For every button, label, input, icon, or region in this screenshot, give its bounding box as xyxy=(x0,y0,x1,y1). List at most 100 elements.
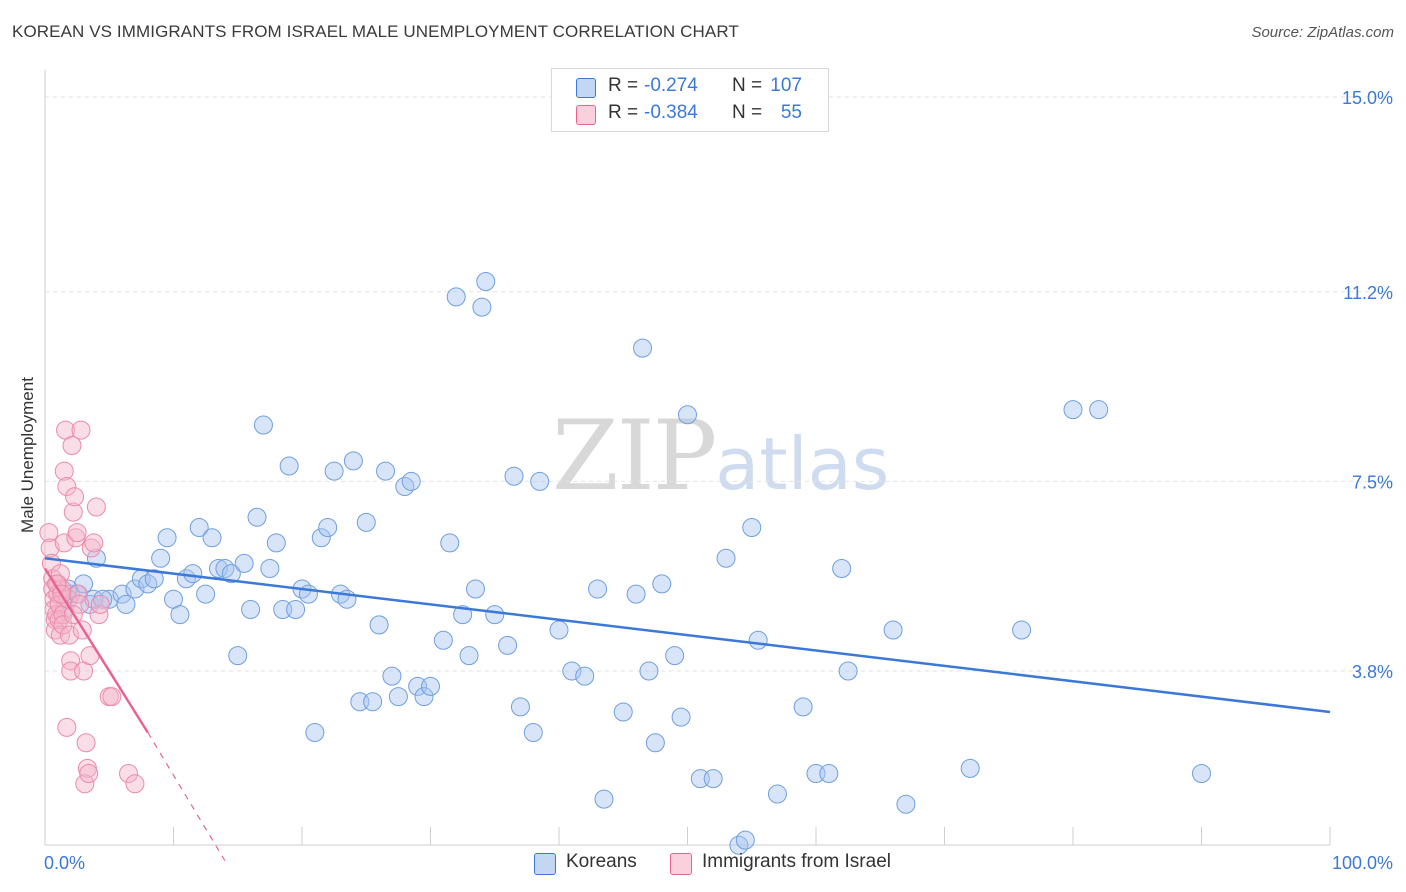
x-tick-label: 100.0% xyxy=(1332,853,1393,873)
koreans-point xyxy=(523,723,543,742)
koreans-point xyxy=(588,579,608,599)
koreans-point xyxy=(253,415,273,435)
koreans-point xyxy=(376,461,396,481)
koreans-point xyxy=(401,471,421,491)
israel-point xyxy=(70,594,90,614)
koreans-point xyxy=(202,528,222,548)
y-tick-label: 11.2% xyxy=(1343,283,1393,303)
koreans-point xyxy=(208,559,228,578)
koreans-point xyxy=(459,646,479,666)
israel-point xyxy=(71,420,91,440)
koreans-point xyxy=(896,794,916,814)
israel-point xyxy=(50,564,70,584)
koreans-point xyxy=(678,405,697,425)
koreans-point xyxy=(819,764,839,783)
legend-n-value: 55 xyxy=(780,102,802,123)
legend-swatch-israel xyxy=(576,105,596,125)
israel-trendline xyxy=(43,567,149,734)
koreans-point xyxy=(504,466,524,486)
koreans-point xyxy=(234,553,254,573)
legend-r-value: -0.384 xyxy=(644,102,698,123)
legend-r-label: R = xyxy=(608,75,639,96)
israel-point xyxy=(75,774,95,794)
koreans-trendline xyxy=(44,557,1331,714)
koreans-point xyxy=(446,287,466,307)
israel-point xyxy=(90,594,110,614)
koreans-point xyxy=(960,758,980,778)
israel-point xyxy=(119,764,139,783)
koreans-point xyxy=(311,528,331,548)
koreans-point xyxy=(742,518,762,537)
israel-point xyxy=(125,774,145,794)
koreans-point xyxy=(748,630,768,650)
bottom-legend-swatch-israel xyxy=(670,853,692,875)
israel-point xyxy=(81,538,101,558)
bottom-legend-swatch-koreans xyxy=(534,853,556,875)
legend-r-label: R = xyxy=(608,102,639,123)
koreans-point xyxy=(144,569,164,589)
koreans-point xyxy=(594,789,614,809)
israel-point xyxy=(53,615,73,635)
koreans-point xyxy=(228,646,248,666)
koreans-point xyxy=(369,615,389,635)
koreans-point xyxy=(266,533,286,553)
israel-point xyxy=(57,717,77,737)
israel-point xyxy=(102,687,122,707)
koreans-point xyxy=(221,564,241,584)
koreans-point xyxy=(453,605,473,625)
israel-point xyxy=(39,523,59,543)
israel-point xyxy=(40,538,60,558)
koreans-point xyxy=(465,579,485,599)
y-axis-label: Male Unemployment xyxy=(18,377,37,533)
chart-title: KOREAN VS IMMIGRANTS FROM ISRAEL MALE UN… xyxy=(12,22,739,41)
koreans-point xyxy=(838,661,858,681)
koreans-point xyxy=(665,646,685,666)
koreans-point xyxy=(305,723,325,742)
koreans-point xyxy=(414,687,434,707)
koreans-point xyxy=(260,559,280,578)
koreans-point xyxy=(476,272,496,291)
legend-r-value: -0.274 xyxy=(644,75,698,96)
koreans-point xyxy=(112,584,132,604)
koreans-point xyxy=(735,830,755,850)
legend-swatch-koreans xyxy=(576,78,596,98)
stats-legend: R = -0.274 N = 107 R = -0.384 N = 55 xyxy=(551,68,829,132)
israel-point xyxy=(57,477,77,496)
koreans-point xyxy=(716,548,736,568)
koreans-point xyxy=(671,707,691,727)
israel-point xyxy=(79,764,99,783)
israel-point xyxy=(49,610,69,630)
koreans-point xyxy=(639,661,659,681)
koreans-point xyxy=(1089,400,1109,420)
koreans-point xyxy=(151,548,171,568)
israel-point xyxy=(89,605,109,625)
koreans-point xyxy=(645,733,665,753)
koreans-point xyxy=(318,518,338,537)
koreans-point xyxy=(247,507,267,527)
bottom-legend-label-israel: Immigrants from Israel xyxy=(702,851,891,872)
koreans-point xyxy=(498,635,518,655)
koreans-point xyxy=(485,605,505,625)
koreans-point xyxy=(626,584,646,604)
koreans-point xyxy=(421,676,440,696)
koreans-point xyxy=(729,835,749,855)
israel-point xyxy=(67,523,87,543)
legend-n-value: 107 xyxy=(770,75,802,96)
israel-point xyxy=(84,533,104,553)
koreans-point xyxy=(562,661,582,681)
koreans-point xyxy=(388,687,408,707)
koreans-point xyxy=(883,620,903,640)
koreans-point xyxy=(241,600,261,619)
israel-point xyxy=(62,436,82,455)
legend-n-label: N = xyxy=(732,75,763,96)
koreans-point xyxy=(652,574,672,594)
koreans-point xyxy=(793,697,813,717)
koreans-point xyxy=(286,600,306,619)
koreans-point xyxy=(279,456,299,476)
y-tick-label: 7.5% xyxy=(1352,472,1393,492)
watermark-zip: ZIP xyxy=(552,400,717,512)
koreans-point xyxy=(125,579,145,599)
israel-point xyxy=(58,589,78,609)
koreans-point xyxy=(1192,764,1211,783)
koreans-point xyxy=(472,297,492,317)
